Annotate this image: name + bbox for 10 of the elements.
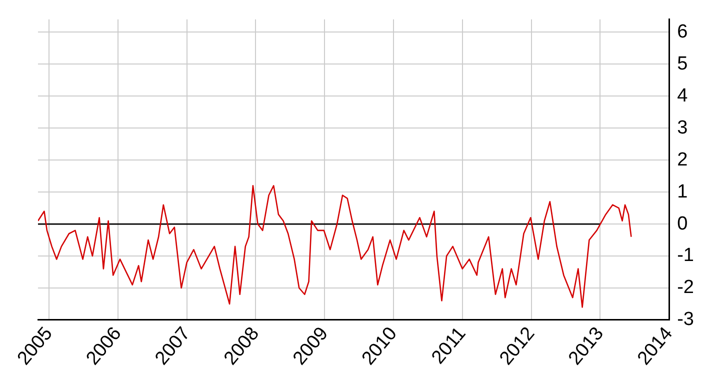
y-tick-label: -3 [677, 309, 694, 330]
y-tick-label: 2 [677, 149, 688, 170]
y-tick-label: 3 [677, 117, 688, 138]
y-tick-label: 0 [677, 213, 688, 234]
y-tick-label: -1 [677, 245, 694, 266]
y-tick-label: 1 [677, 181, 688, 202]
y-tick-label: 4 [677, 85, 688, 106]
y-tick-label: -2 [677, 277, 694, 298]
y-tick-label: 5 [677, 53, 688, 74]
y-tick-label: 6 [677, 21, 688, 42]
